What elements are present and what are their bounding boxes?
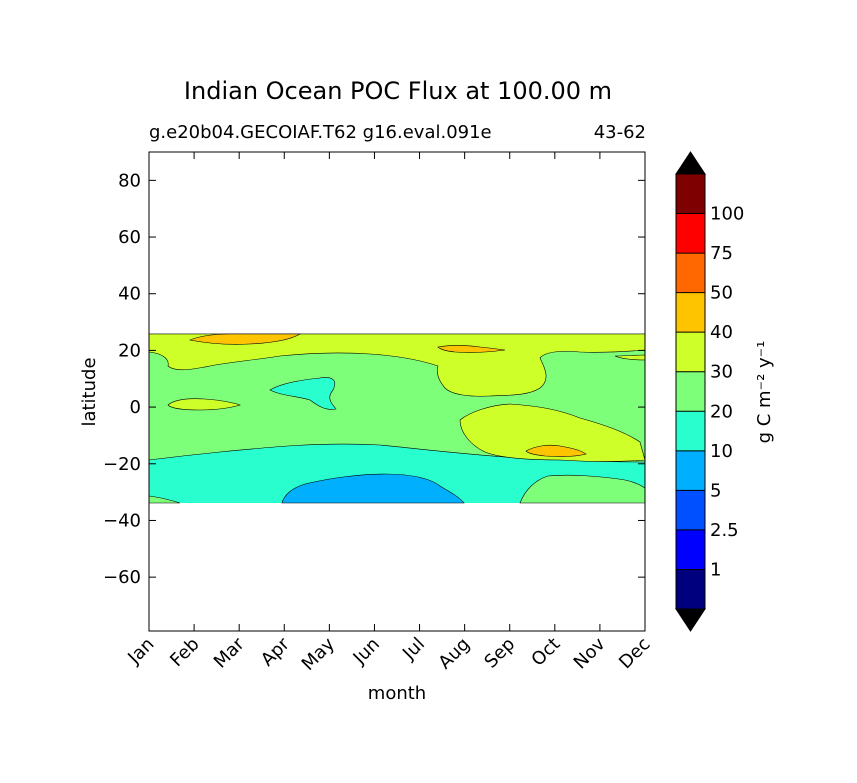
colorbar-tick-label: 2.5 [710, 520, 739, 541]
region-band-40-c [437, 345, 506, 353]
colorbar-swatch [676, 411, 705, 451]
colorbar-tick-label: 40 [710, 322, 733, 343]
x-tick-label: Oct [527, 634, 564, 671]
region-band-30-west [167, 398, 241, 411]
colorbar-tick-label: 100 [710, 204, 744, 225]
x-tick-label: May [298, 633, 339, 674]
colorbar-tick-label: 30 [710, 362, 733, 383]
x-tick-label: Feb [166, 634, 203, 671]
x-tick-label: Apr [257, 633, 294, 670]
y-tick-label: −20 [103, 454, 141, 475]
region-band-40-a [188, 333, 302, 345]
region-band-20-sw [148, 495, 181, 504]
y-tick-label: 20 [118, 340, 141, 361]
colorbar-frame [675, 173, 706, 610]
colorbar-label: g C m⁻² y⁻¹ [754, 341, 775, 444]
colorbar-tick-label: 20 [710, 401, 733, 422]
colorbar: 1 2.5 5 10 20 30 40 50 75 100 [675, 151, 744, 632]
region-band-5 [281, 473, 465, 504]
colorbar-tick-label: 50 [710, 283, 733, 304]
y-tick-label: 80 [118, 170, 141, 191]
region-band-30-north [148, 333, 646, 397]
colorbar-swatch [676, 174, 705, 214]
colorbar-swatch [676, 253, 705, 293]
x-tick-label: Jun [349, 634, 384, 669]
y-tick-label: −60 [103, 567, 141, 588]
colorbar-swatch [676, 529, 705, 570]
x-axis-label: month [368, 683, 426, 704]
x-tick-label: Mar [210, 633, 249, 672]
colorbar-swatch [676, 450, 705, 491]
colorbar-swatch [676, 371, 705, 412]
y-tick-label: 0 [130, 397, 141, 418]
y-ticks: 80 60 40 20 0 −20 −40 −60 [103, 170, 645, 588]
region-band-20-south [519, 474, 646, 504]
plot-frame [148, 151, 646, 632]
x-tick-label: Jan [123, 634, 158, 669]
plot-area: 80 60 40 20 0 −20 −40 −60 Jan Feb Mar Apr May Jun Jul… [103, 151, 655, 675]
region-band-10-inclusion [269, 377, 337, 410]
region-band-40-b [525, 444, 587, 457]
x-tick-label: Aug [434, 634, 474, 674]
y-tick-label: 40 [118, 284, 141, 305]
colorbar-swatch [676, 292, 705, 333]
colorbar-under-triangle [675, 608, 706, 632]
x-tick-label: Sep [480, 634, 519, 673]
chart-subtitle-left: g.e20b04.GECOIAF.T62 g16.eval.091e [149, 122, 492, 143]
colorbar-swatch [676, 490, 705, 530]
colorbar-swatch [676, 332, 705, 372]
x-tick-label: Nov [570, 633, 610, 673]
colorbar-tick-label: 1 [710, 559, 721, 580]
x-tick-label: Dec [615, 634, 654, 673]
colorbar-tick-label: 10 [710, 441, 733, 462]
x-tick-label: Jul [398, 634, 429, 665]
colorbar-tick-label: 5 [710, 480, 721, 501]
colorbar-swatch [676, 569, 705, 609]
colorbar-tick-label: 75 [710, 243, 733, 264]
colorbar-over-triangle [675, 151, 706, 175]
contour-fill [148, 333, 646, 504]
colorbar-swatch [676, 213, 705, 254]
chart-title: Indian Ocean POC Flux at 100.00 m [184, 77, 612, 105]
chart-subtitle-right: 43-62 [594, 122, 646, 143]
y-tick-label: −40 [103, 510, 141, 531]
y-tick-label: 60 [118, 227, 141, 248]
y-axis-label: latitude [79, 357, 100, 426]
